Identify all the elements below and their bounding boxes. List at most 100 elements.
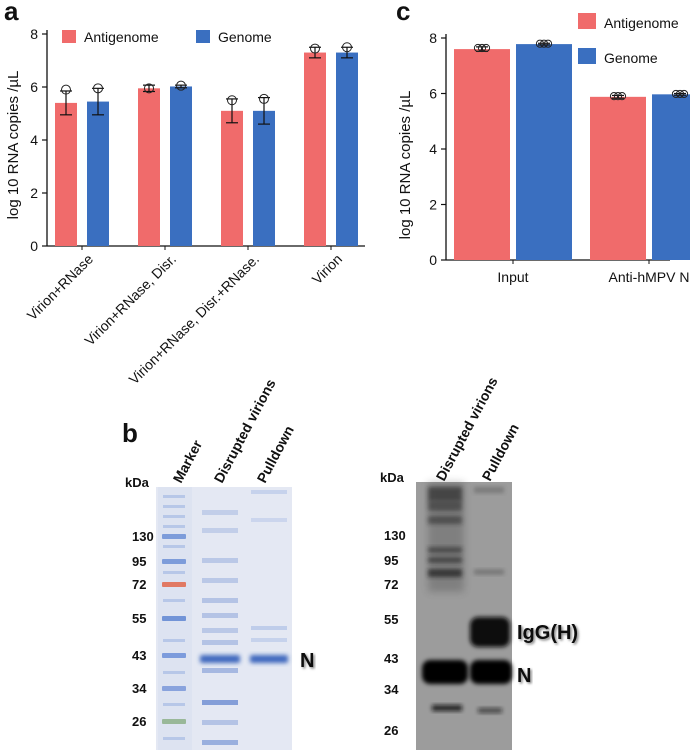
legend-label-genome: Genome (604, 50, 658, 66)
bar-antigenome (454, 49, 510, 260)
ladder-band-faint (163, 515, 185, 518)
y-tick-label: 6 (30, 79, 38, 95)
blot-left-kda-header: kDa (125, 475, 150, 490)
legend-swatch-antigenome (62, 30, 76, 43)
ladder-band-faint (163, 571, 185, 574)
legend-label-antigenome: Antigenome (84, 29, 159, 45)
y-tick-label: 2 (429, 197, 437, 213)
ladder-band (162, 653, 186, 658)
gel-band (202, 628, 238, 633)
gel-band (202, 720, 238, 725)
bar-antigenome (221, 110, 243, 246)
data-point (310, 43, 320, 54)
data-point (535, 39, 545, 48)
category-label: Virion+RNase (24, 251, 97, 324)
kda-marker-label: 95 (384, 553, 398, 568)
data-point (481, 43, 491, 53)
ladder-band-faint (163, 495, 185, 498)
gel-band (251, 638, 287, 642)
data-point (144, 83, 154, 94)
gel-band (202, 558, 238, 563)
blot-left: kDa Marker Disrupted virionsPulldown13095… (125, 376, 314, 750)
category-label: Virion+RNase, Disr. (81, 251, 179, 349)
y-tick-label: 2 (30, 185, 38, 201)
panel-label-a: a (4, 0, 19, 26)
panel-label-c: c (396, 0, 410, 26)
chart-c-ylabel: log 10 RNA copies /µL (397, 91, 414, 240)
kda-marker-label: 43 (132, 648, 146, 663)
data-point (539, 39, 549, 48)
ladder-band-faint (163, 525, 185, 528)
western-band (474, 487, 504, 493)
western-band (474, 569, 504, 575)
legend-label-antigenome: Antigenome (604, 15, 679, 31)
y-tick-label: 4 (429, 141, 437, 157)
gel-band (202, 640, 238, 645)
y-tick-label: 6 (429, 86, 437, 102)
y-tick-label: 8 (30, 26, 38, 42)
ladder-band-faint (163, 545, 185, 548)
gel-band (202, 578, 238, 583)
category-label: Virion (309, 251, 345, 287)
category-label: Anti-hMPV N (609, 269, 690, 285)
ladder-band-faint (163, 671, 185, 674)
gel-band (202, 668, 238, 673)
gel-band-n (200, 655, 240, 663)
data-point (93, 83, 103, 94)
data-point (473, 43, 483, 53)
lane-label: Pulldown (479, 421, 522, 483)
data-point (176, 80, 186, 91)
bar-genome (87, 101, 109, 246)
kda-marker-label: 130 (132, 529, 154, 544)
kda-marker-label: 72 (132, 577, 146, 592)
lane-label: Marker (170, 437, 206, 486)
data-point (342, 42, 352, 53)
western-band (432, 705, 462, 711)
gel-band (202, 700, 238, 705)
bar-antigenome (304, 52, 326, 246)
chart-a-ylabel: log 10 RNA copies /µL (5, 71, 22, 220)
kda-marker-label: 26 (384, 723, 398, 738)
bar-genome (170, 86, 192, 246)
panel-label-b: b (122, 418, 138, 448)
band-label-igg: IgG(H) (517, 622, 578, 644)
ladder-band-faint (163, 639, 185, 642)
gel-band (202, 613, 238, 618)
kda-marker-label: 26 (132, 714, 146, 729)
ladder-band-faint (163, 703, 185, 706)
data-point (675, 89, 685, 99)
data-point (227, 95, 237, 106)
gel-band (202, 598, 238, 603)
data-point (679, 89, 689, 99)
gel-band-n (250, 655, 288, 663)
y-tick-label: 4 (30, 132, 38, 148)
data-point (617, 92, 627, 101)
kda-marker-label: 95 (132, 554, 146, 569)
kda-marker-label: 34 (384, 682, 399, 697)
ladder-band (162, 582, 186, 587)
ladder-band (162, 534, 186, 539)
bar-antigenome (55, 102, 77, 247)
lane-label: Pulldown (254, 423, 297, 485)
bar-antigenome (138, 88, 160, 246)
kda-marker-label: 55 (384, 612, 398, 627)
ladder-band-faint (163, 737, 185, 740)
chart-a: log 10 RNA copies /µL 02468Virion+RNaseV… (5, 26, 365, 387)
data-point (543, 39, 553, 48)
category-label: Input (497, 269, 528, 285)
data-point (259, 93, 269, 104)
bar-genome (516, 44, 572, 261)
y-tick-label: 0 (30, 238, 38, 254)
kda-marker-label: 55 (132, 611, 146, 626)
gel-band (202, 528, 238, 533)
kda-marker-label: 34 (132, 681, 147, 696)
western-band (478, 708, 502, 713)
data-point (613, 92, 623, 101)
blot-right-kda-header: kDa (380, 470, 405, 485)
bar-antigenome (590, 96, 646, 260)
bar-genome (336, 52, 358, 246)
gel-band (202, 510, 238, 515)
bar-genome (253, 110, 275, 246)
ladder-band-faint (163, 599, 185, 602)
ladder-band (162, 719, 186, 724)
